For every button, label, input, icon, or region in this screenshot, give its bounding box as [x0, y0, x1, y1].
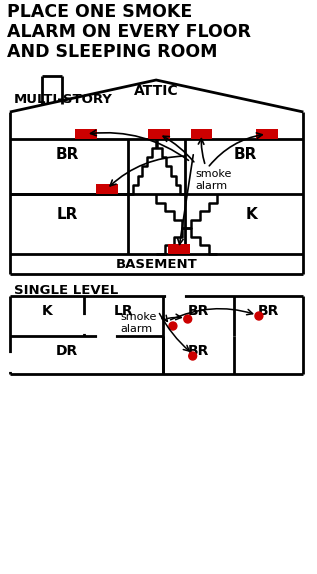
Text: BR: BR: [55, 147, 79, 162]
Text: BR: BR: [188, 344, 209, 358]
Text: BASEMENT: BASEMENT: [115, 258, 197, 271]
Text: LR: LR: [56, 207, 78, 222]
Bar: [191, 129, 212, 139]
Text: LR: LR: [114, 304, 133, 318]
Text: SINGLE LEVEL: SINGLE LEVEL: [14, 284, 118, 297]
Text: DR: DR: [55, 344, 78, 358]
Text: K: K: [42, 304, 52, 318]
Bar: [75, 129, 97, 139]
Text: PLACE ONE SMOKE
ALARM ON EVERY FLOOR
AND SLEEPING ROOM: PLACE ONE SMOKE ALARM ON EVERY FLOOR AND…: [7, 3, 251, 61]
Circle shape: [169, 322, 177, 330]
Text: BR: BR: [258, 304, 280, 318]
Text: MULTI-STORY: MULTI-STORY: [14, 93, 113, 106]
Text: BR: BR: [233, 147, 257, 162]
Circle shape: [189, 352, 197, 360]
Circle shape: [184, 315, 192, 323]
Text: smoke
alarm: smoke alarm: [196, 169, 232, 191]
Text: K: K: [246, 207, 258, 222]
Bar: [256, 129, 278, 139]
Text: smoke
alarm: smoke alarm: [120, 312, 157, 333]
Text: BR: BR: [188, 304, 209, 318]
Bar: [168, 244, 190, 254]
Bar: [148, 129, 170, 139]
Circle shape: [255, 312, 263, 320]
Bar: [96, 184, 118, 194]
Text: ATTIC: ATTIC: [134, 84, 178, 98]
